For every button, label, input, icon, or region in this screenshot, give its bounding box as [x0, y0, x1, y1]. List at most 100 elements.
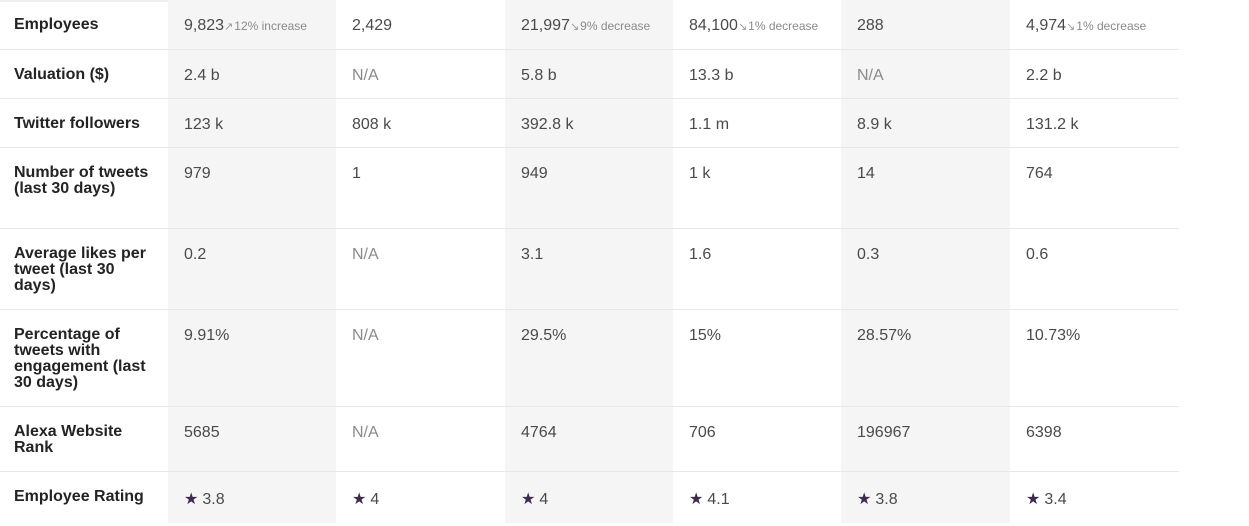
table-cell: ★ 3.8	[841, 472, 1010, 523]
cell-value: 13.3 b	[689, 67, 734, 84]
table-row: Employees 9,823↗12% increase 2,429 21,997↘9…	[0, 0, 1179, 50]
cell-value: 949	[521, 165, 548, 182]
table-row: Percentage of tweets with engagement (la…	[0, 310, 1179, 407]
table-cell: ★ 3.8	[168, 472, 336, 523]
table-cell: 1.6	[673, 229, 841, 309]
table-cell: ★ 3.4	[1010, 472, 1179, 523]
table-cell: 4764	[505, 407, 673, 471]
table-cell: ★ 4	[505, 472, 673, 523]
trend-up-icon: ↗	[224, 21, 234, 33]
cell-value: 392.8 k	[521, 116, 574, 133]
cell-value: 4	[539, 491, 549, 508]
table-cell: 1.1 m	[673, 99, 841, 147]
trend-text: 1% decrease	[748, 19, 819, 33]
table-cell: 14	[841, 148, 1010, 228]
table-cell: 2.4 b	[168, 50, 336, 98]
table-cell: N/A	[841, 50, 1010, 98]
star-icon: ★	[521, 491, 536, 508]
table-cell: ★ 4.1	[673, 472, 841, 523]
table-cell: 0.6	[1010, 229, 1179, 309]
cell-value: 10.73%	[1026, 327, 1081, 344]
table-cell: 0.2	[168, 229, 336, 309]
table-row: Alexa Website Rank 5685 N/A 4764 706 196967 63…	[0, 407, 1179, 472]
cell-value: 1.1 m	[689, 116, 730, 133]
cell-value: 979	[184, 165, 211, 182]
table-cell: 5.8 b	[505, 50, 673, 98]
row-label: Twitter followers	[14, 115, 140, 132]
table-cell: 706	[673, 407, 841, 471]
table-cell: 123 k	[168, 99, 336, 147]
cell-value: 131.2 k	[1026, 116, 1079, 133]
table-cell: 949	[505, 148, 673, 228]
table-cell: 4,974↘1% decrease	[1010, 0, 1179, 49]
star-icon: ★	[857, 491, 872, 508]
table-row: Number of tweets (last 30 days) 979 1 949 1 …	[0, 148, 1179, 229]
star-icon: ★	[1026, 491, 1041, 508]
cell-value: 2,429	[352, 17, 393, 34]
cell-value: N/A	[857, 67, 884, 84]
cell-value: N/A	[352, 327, 379, 344]
cell-value: 123 k	[184, 116, 224, 133]
table-cell: 196967	[841, 407, 1010, 471]
cell-value: 764	[1026, 165, 1053, 182]
table-cell: 1	[336, 148, 505, 228]
cell-value: 196967	[857, 424, 911, 441]
table-cell: 9.91%	[168, 310, 336, 406]
cell-value: 5.8 b	[521, 67, 557, 84]
cell-value: 29.5%	[521, 327, 567, 344]
table-row: Valuation ($) 2.4 b N/A 5.8 b 13.3 b N/A 2.2 b	[0, 50, 1179, 99]
row-label: Alexa Website Rank	[14, 423, 123, 456]
cell-value: 3.8	[875, 491, 898, 508]
cell-value: 0.3	[857, 246, 880, 263]
comparison-table: Employees 9,823↗12% increase 2,429 21,997↘9…	[0, 0, 1179, 523]
table-cell: 979	[168, 148, 336, 228]
row-label: Valuation ($)	[14, 66, 110, 83]
cell-value: 808 k	[352, 116, 392, 133]
table-cell: 764	[1010, 148, 1179, 228]
cell-value: 9,823	[184, 17, 225, 34]
cell-value: 1.6	[689, 246, 712, 263]
trend-down-icon: ↘	[569, 21, 580, 33]
table-cell: 288	[841, 0, 1010, 49]
table-cell: 392.8 k	[505, 99, 673, 147]
row-label: Number of tweets (last 30 days)	[14, 164, 149, 197]
table-cell: 29.5%	[505, 310, 673, 406]
cell-value: 3.8	[202, 491, 225, 508]
cell-value: 2.2 b	[1026, 67, 1062, 84]
table-cell: 21,997↘9% decrease	[505, 0, 673, 49]
cell-value: 4	[370, 491, 380, 508]
trend-text: 9% decrease	[580, 19, 651, 33]
table-cell: 0.3	[841, 229, 1010, 309]
cell-value: 21,997	[521, 17, 570, 34]
star-icon: ★	[352, 491, 367, 508]
cell-value: 3.1	[521, 246, 544, 263]
table-cell: N/A	[336, 310, 505, 406]
cell-value: 2.4 b	[184, 67, 220, 84]
cell-value: 1 k	[689, 165, 711, 182]
cell-value: 0.2	[184, 246, 207, 263]
table-cell: 15%	[673, 310, 841, 406]
cell-value: 0.6	[1026, 246, 1049, 263]
cell-value: 1	[352, 165, 361, 182]
cell-value: N/A	[352, 424, 379, 441]
cell-value: 3.4	[1044, 491, 1067, 508]
star-icon: ★	[689, 491, 704, 508]
star-icon: ★	[184, 491, 199, 508]
table-row: Average likes per tweet (last 30 days) 0.…	[0, 229, 1179, 310]
cell-value: 28.57%	[857, 327, 912, 344]
trend-text: 1% decrease	[1076, 19, 1147, 33]
table-cell: 8.9 k	[841, 99, 1010, 147]
table-cell: 6398	[1010, 407, 1179, 471]
table-cell: 808 k	[336, 99, 505, 147]
trend-down-icon: ↘	[737, 21, 748, 33]
table-cell: 10.73%	[1010, 310, 1179, 406]
cell-value: 9.91%	[184, 327, 230, 344]
row-label: Employees	[14, 16, 99, 33]
cell-value: N/A	[352, 67, 379, 84]
table-cell: N/A	[336, 407, 505, 471]
table-cell: N/A	[336, 229, 505, 309]
cell-value: 706	[689, 424, 716, 441]
cell-value: 14	[857, 165, 875, 182]
table-row: Twitter followers 123 k 808 k 392.8 k 1.1 m 8…	[0, 99, 1179, 148]
table-cell: 5685	[168, 407, 336, 471]
